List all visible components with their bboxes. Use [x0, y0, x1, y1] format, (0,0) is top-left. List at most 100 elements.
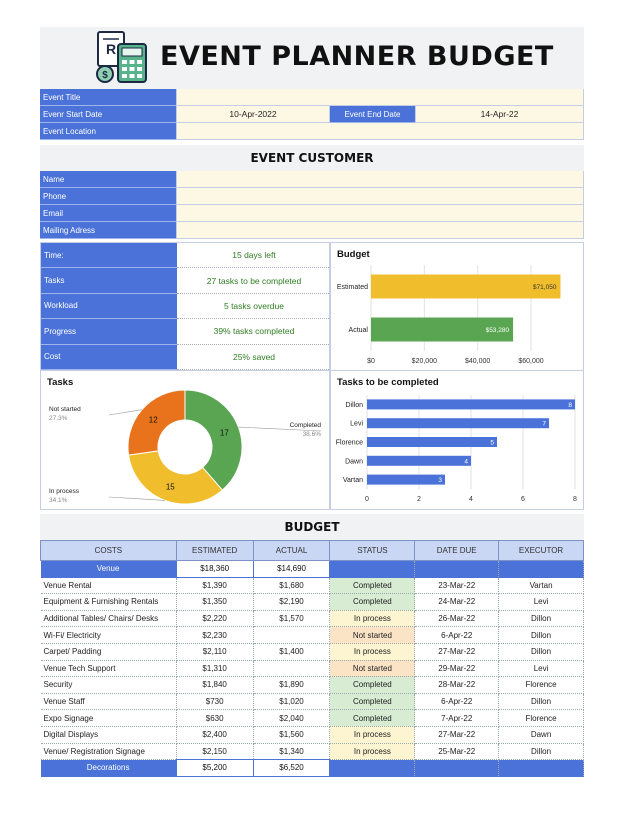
- data-label: 8: [568, 402, 572, 409]
- col-status: STATUS: [329, 540, 416, 561]
- due-date-cell: 27-Mar-22: [414, 643, 500, 661]
- tasks-to-complete-title: Tasks to be completed: [337, 377, 439, 388]
- x-tick-label: $20,000: [412, 358, 437, 365]
- svg-text:R: R: [106, 41, 116, 57]
- cost-cell: Venue Tech Support: [40, 660, 177, 678]
- table-row: Security $1,840 $1,890 Completed 28-Mar-22 Fl…: [40, 676, 584, 694]
- task-bar: [367, 418, 549, 429]
- x-tick-label: 0: [365, 496, 369, 503]
- status-badge: Completed: [329, 676, 416, 694]
- donut-slice: [128, 450, 224, 505]
- budget-bar: [371, 317, 514, 342]
- slice-value: 12: [149, 415, 158, 424]
- leader-line: [108, 409, 142, 416]
- status-badge: Not started: [329, 626, 416, 644]
- end-date-field[interactable]: 14-Apr-22: [415, 106, 584, 123]
- customer-address-label: Mailing Adress: [40, 222, 176, 239]
- customer-email-field[interactable]: [176, 205, 584, 222]
- data-label: 5: [490, 440, 494, 447]
- x-tick-label: 2: [417, 496, 421, 503]
- x-tick-label: $40,000: [465, 358, 490, 365]
- due-date-cell: 23-Mar-22: [414, 577, 500, 595]
- budget-sheet: R $ EVENT PLANNER BUDGET Event Title Eve…: [40, 27, 584, 787]
- footer-actual: $6,520: [252, 759, 331, 777]
- category-label: Dillon: [345, 402, 363, 409]
- table-row: Expo Signage $630 $2,040 Completed 7-Apr-22 F…: [40, 709, 584, 727]
- x-tick-label: $60,000: [518, 358, 543, 365]
- status-label: Progress: [41, 319, 177, 345]
- group-name: Venue: [40, 560, 177, 578]
- status-label: Time:: [41, 243, 177, 269]
- event-location-field[interactable]: [176, 123, 584, 140]
- x-tick-label: 4: [469, 496, 473, 503]
- table-row: Wi-Fi/ Electricity $2,230 Not started 6-Apr…: [40, 626, 584, 644]
- status-value: 39% tasks completed: [177, 319, 331, 345]
- x-tick-label: 6: [521, 496, 525, 503]
- status-badge: Completed: [329, 577, 416, 595]
- col-costs: COSTS: [40, 540, 177, 561]
- customer-email-label: Email: [40, 205, 176, 222]
- status-value: 27 tasks to be completed: [177, 268, 331, 294]
- actual-cell: $1,560: [253, 726, 331, 744]
- customer-phone-label: Phone: [40, 188, 176, 205]
- col-actual: ACTUAL: [252, 540, 331, 561]
- estimated-cell: $2,150: [176, 743, 254, 761]
- due-date-cell: 7-Apr-22: [414, 709, 500, 727]
- slice-percent: 34.1%: [49, 497, 68, 504]
- actual-cell: $1,340: [253, 743, 331, 761]
- executor-cell: Dillon: [498, 626, 584, 644]
- cost-cell: Venue Rental: [40, 577, 177, 595]
- status-value: 25% saved: [177, 345, 331, 370]
- actual-cell: $1,400: [253, 643, 331, 661]
- executor-cell: Dillon: [498, 693, 584, 711]
- cost-cell: Security: [40, 676, 177, 694]
- executor-cell: Florence: [498, 709, 584, 727]
- task-bar: [367, 474, 445, 485]
- estimated-cell: $1,350: [176, 593, 254, 611]
- status-value: 15 days left: [177, 243, 331, 269]
- category-label: Dawn: [345, 458, 363, 465]
- estimated-cell: $2,230: [176, 626, 254, 644]
- category-label: Florence: [336, 440, 363, 447]
- estimated-cell: $630: [176, 709, 254, 727]
- table-row: Carpet/ Padding $2,110 $1,400 In process 27-…: [40, 643, 584, 661]
- table-row: Digital Displays $2,400 $1,560 In process 27…: [40, 726, 584, 744]
- table-row: Venue/ Registration Signage $2,150 $1,340 I…: [40, 743, 584, 761]
- task-bar: [367, 437, 497, 447]
- table-row: Venue Rental $1,390 $1,680 Completed 23-Mar-…: [40, 577, 584, 595]
- status-label: Cost: [41, 344, 177, 370]
- customer-phone-field[interactable]: [176, 188, 584, 205]
- executor-cell: Dillon: [498, 643, 584, 661]
- cost-cell: Wi-Fi/ Electricity: [40, 626, 177, 644]
- status-value: 5 tasks overdue: [177, 294, 331, 320]
- status-badge: In process: [329, 743, 416, 761]
- leader-line: [238, 426, 322, 432]
- footer-group-row: Decorations $5,200 $6,520: [40, 759, 584, 777]
- footer-group-name: Decorations: [40, 759, 177, 777]
- cost-cell: Equipment & Furnishing Rentals: [40, 593, 177, 611]
- start-date-field[interactable]: 10-Apr-2022: [176, 106, 330, 123]
- cost-cell: Digital Displays: [40, 726, 177, 744]
- due-date-cell: 28-Mar-22: [414, 676, 500, 694]
- tasks-chart-title: Tasks: [47, 377, 74, 388]
- estimated-cell: $1,390: [176, 577, 254, 595]
- customer-name-field[interactable]: [176, 171, 584, 188]
- actual-cell: [253, 626, 331, 644]
- table-row: Venue Tech Support $1,310 Not started 29-Ma…: [40, 660, 584, 678]
- cost-cell: Expo Signage: [40, 709, 177, 727]
- task-bar: [367, 455, 471, 466]
- slice-label: Completed: [290, 422, 322, 429]
- page-title: EVENT PLANNER BUDGET: [160, 41, 554, 72]
- customer-address-field[interactable]: [176, 222, 584, 239]
- data-label: 4: [464, 458, 468, 465]
- category-label: Actual: [349, 327, 369, 334]
- actual-cell: $1,570: [253, 610, 331, 628]
- actual-cell: [253, 660, 331, 678]
- status-badge: Completed: [329, 693, 416, 711]
- donut-slice: [127, 389, 186, 456]
- slice-label: Not started: [49, 406, 81, 413]
- status-badge: Completed: [329, 593, 416, 611]
- estimated-cell: $730: [176, 693, 254, 711]
- event-title-field[interactable]: [176, 89, 584, 106]
- budget-heading: BUDGET: [40, 514, 584, 540]
